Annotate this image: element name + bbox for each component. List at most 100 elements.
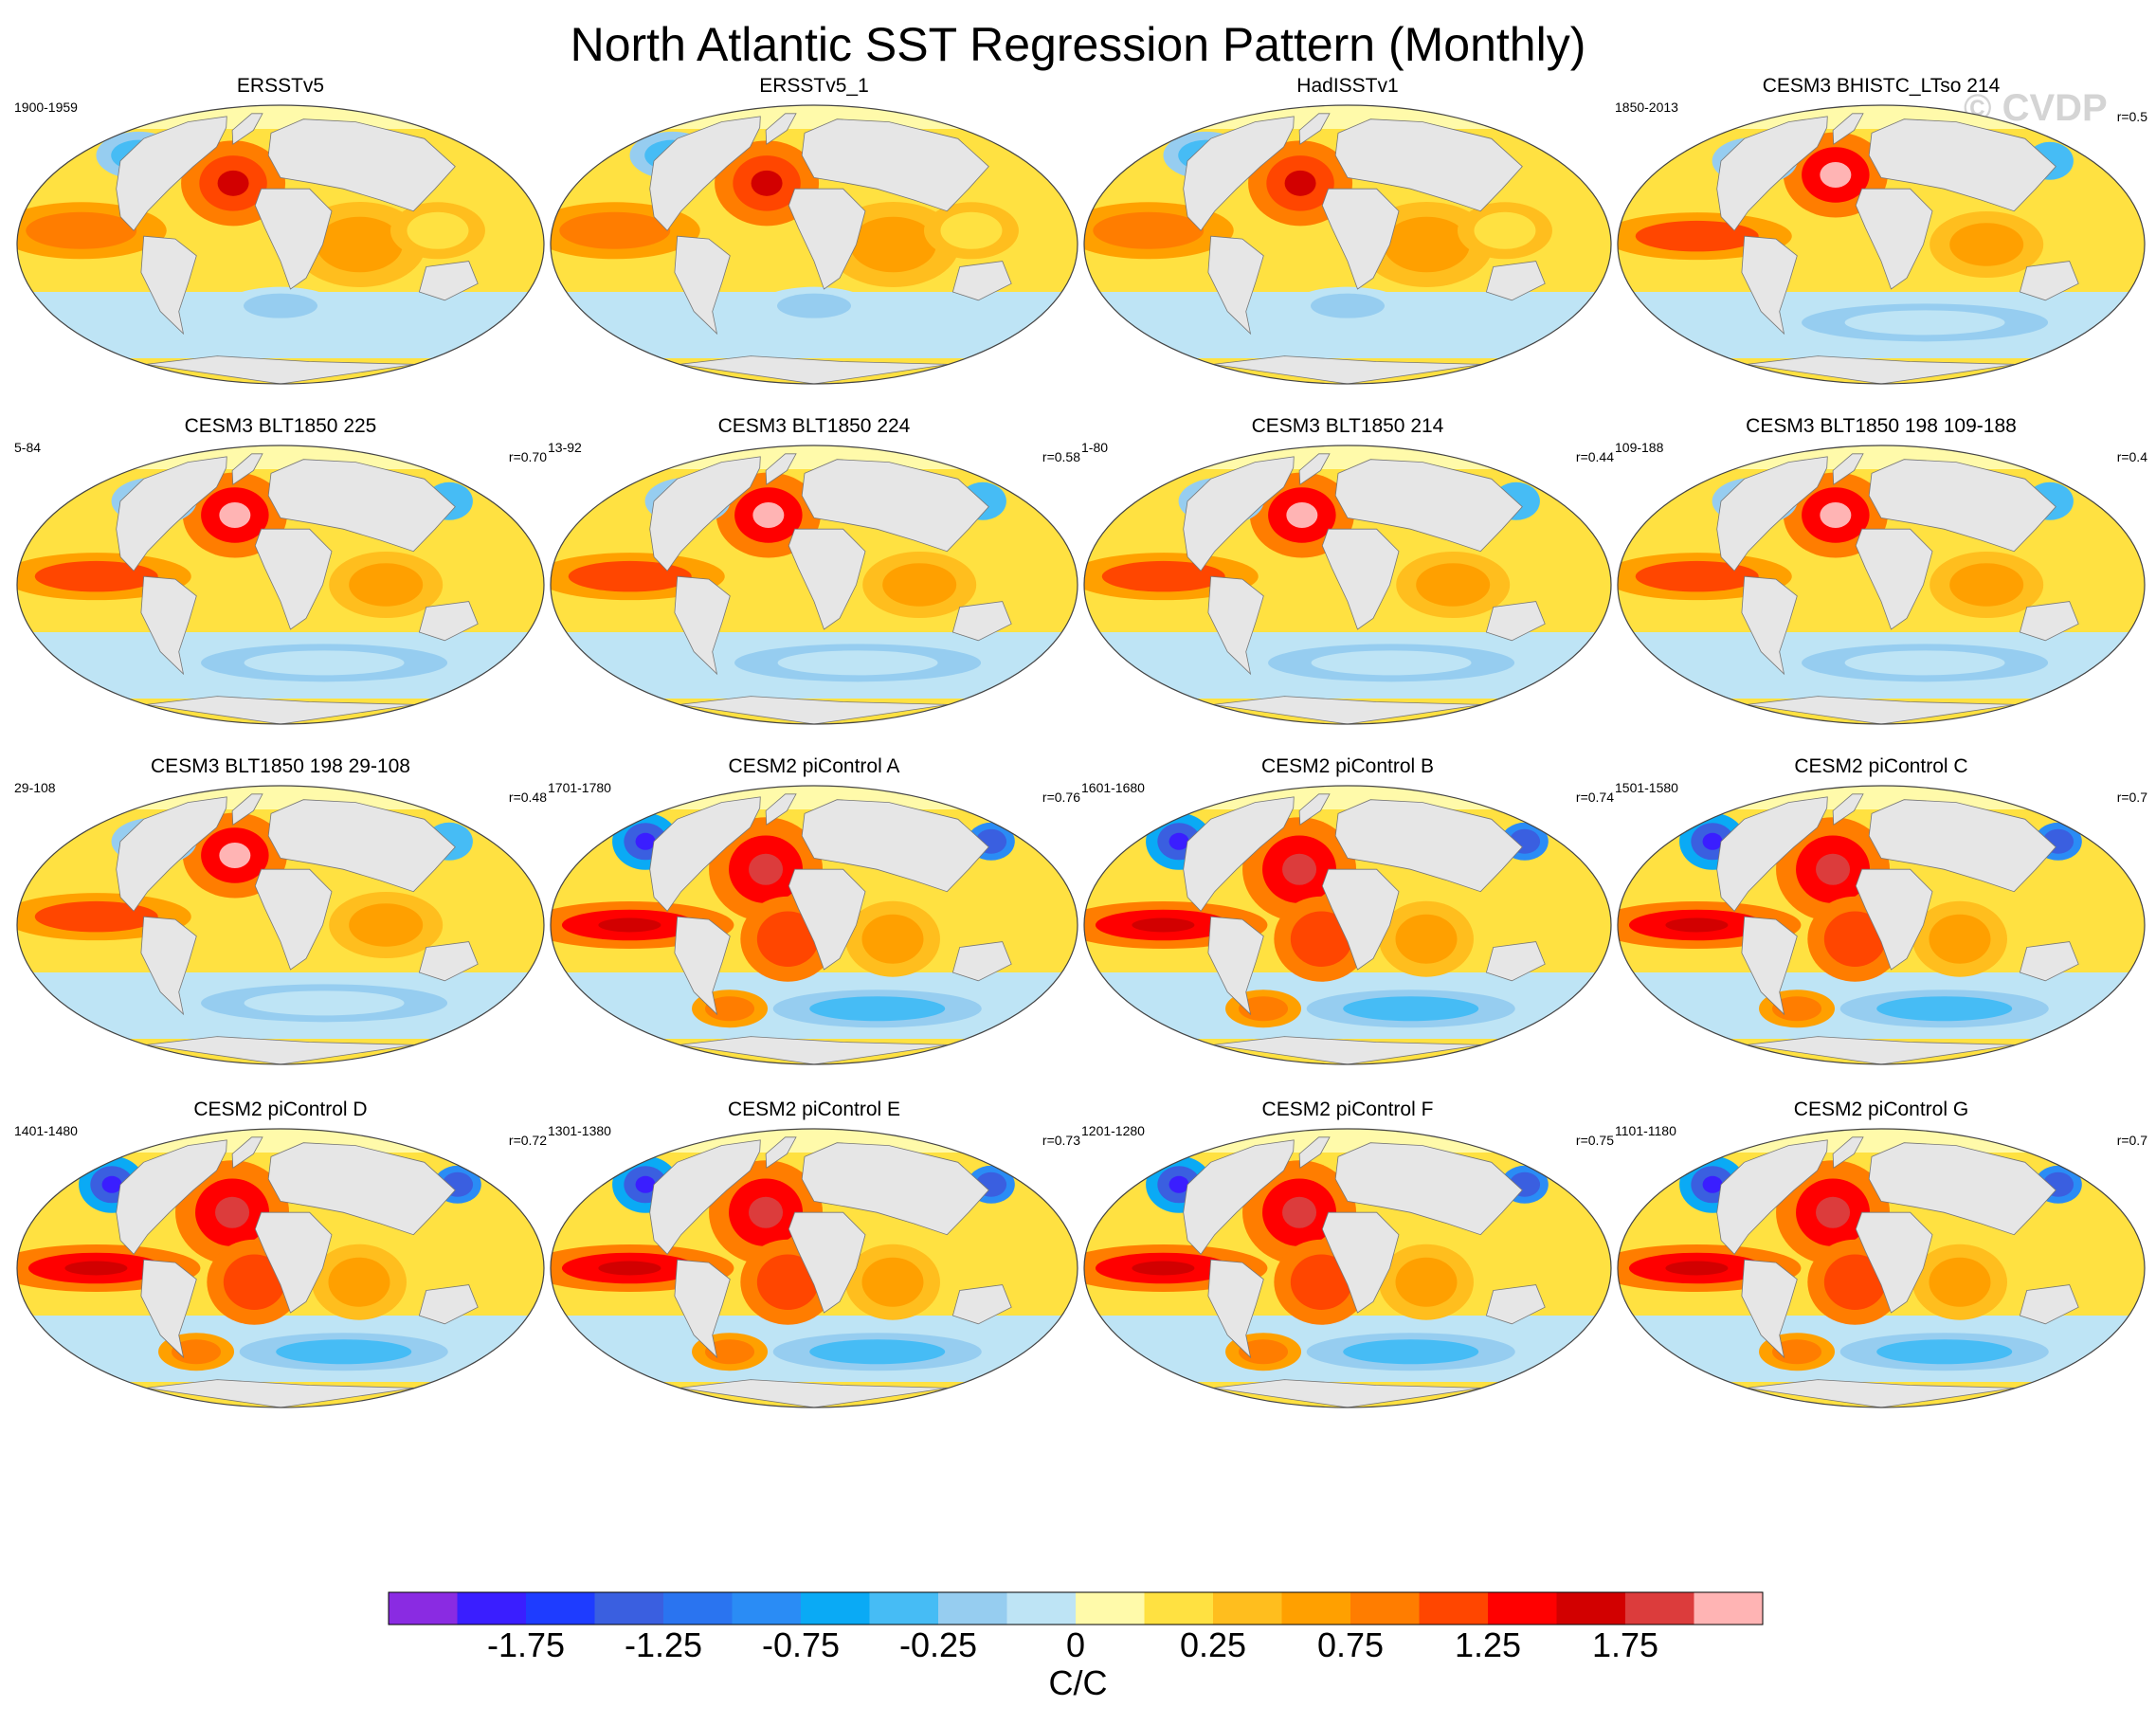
land-mass: [116, 1139, 227, 1255]
panel-title: CESM3 BHISTC_LTso 214: [1762, 75, 2001, 97]
land-mass: [1321, 528, 1400, 630]
land-mass: [679, 1036, 949, 1064]
anomaly-contour: [705, 996, 755, 1022]
colorbar-segment: [732, 1592, 801, 1625]
anomaly-contour: [1844, 650, 2005, 676]
anomaly-contour: [705, 1339, 755, 1365]
land-mass: [2019, 941, 2079, 982]
map-outline: [1617, 1128, 2146, 1408]
anomaly-contour: [217, 170, 249, 196]
land-mass: [1321, 868, 1400, 971]
land-mass: [267, 118, 456, 212]
panel-correlation: r=0.74: [1575, 790, 1614, 805]
colorbar-segment: [938, 1592, 1007, 1625]
anomaly-contour: [1132, 1261, 1195, 1276]
map-svg: [16, 104, 545, 385]
panel-period: 109-188: [1615, 440, 1664, 455]
land-mass: [116, 456, 227, 572]
land-mass: [1334, 799, 1523, 893]
land-mass: [231, 1136, 263, 1169]
anomaly-contour: [172, 1339, 222, 1365]
map-outline: [16, 1128, 545, 1408]
anomaly-contour: [1949, 223, 2024, 266]
map-svg: [16, 1128, 545, 1408]
map-outline: [550, 1128, 1078, 1408]
land-mass: [674, 1259, 731, 1359]
land-mass: [951, 601, 1012, 642]
arctic-band: [1084, 786, 1611, 809]
land-mass: [1741, 235, 1798, 336]
panel-period: 5-84: [14, 440, 42, 455]
map-outline: [16, 785, 545, 1065]
panel-title: CESM2 piControl C: [1794, 755, 1968, 777]
land-mass: [1855, 1211, 1933, 1314]
colorbar-tick-label: -1.75: [486, 1625, 566, 1664]
panel-correlation: r=0.75: [1575, 1133, 1614, 1148]
panel-correlation: r=0.7: [2116, 790, 2147, 805]
anomaly-contour: [1702, 832, 1723, 850]
anomaly-contour: [1169, 832, 1189, 850]
arctic-band: [17, 786, 544, 809]
land-mass: [1298, 793, 1331, 826]
land-mass: [1832, 1136, 1864, 1169]
map-svg: [16, 785, 545, 1065]
anomaly-contour: [1820, 502, 1852, 528]
anomaly-contour: [1665, 917, 1729, 933]
panel-correlation: r=0.72: [508, 1133, 547, 1148]
anomaly-contour: [1395, 914, 1458, 964]
land-mass: [140, 235, 197, 336]
anomaly-contour: [1635, 220, 1759, 252]
map-outline: [16, 445, 545, 725]
anomaly-contour: [751, 170, 783, 196]
anomaly-contour: [244, 990, 405, 1016]
land-mass: [146, 696, 415, 724]
land-mass: [788, 1211, 866, 1314]
anomaly-contour: [1286, 502, 1318, 528]
land-mass: [140, 916, 197, 1016]
anomaly-contour: [349, 563, 424, 607]
anomaly-contour: [635, 832, 656, 850]
colorbar-segment: [663, 1592, 733, 1625]
land-mass: [765, 113, 797, 145]
arctic-band: [1618, 445, 2145, 469]
map-outline: [1083, 1128, 1612, 1408]
anomaly-contour: [244, 650, 405, 676]
land-mass: [1855, 188, 1933, 290]
arctic-band: [551, 1129, 1078, 1153]
land-mass: [231, 113, 263, 145]
anomaly-contour: [1823, 1254, 1886, 1310]
land-mass: [801, 459, 989, 553]
colorbar-segment: [389, 1592, 458, 1625]
land-mass: [2019, 261, 2079, 301]
arctic-band: [1084, 105, 1611, 129]
panel-title: CESM2 piControl D: [193, 1099, 368, 1120]
panel-period: 13-92: [548, 440, 582, 455]
map-svg: [1617, 104, 2146, 385]
land-mass: [267, 459, 456, 553]
map-panel: CESM3 BLT1850 225 5-84 r=0.70: [14, 415, 547, 817]
land-mass: [788, 868, 866, 971]
land-mass: [1485, 261, 1546, 301]
land-mass: [140, 575, 197, 676]
land-mass: [649, 796, 761, 912]
map-panel: CESM3 BLT1850 198 109-188 109-188 r=0.4: [1615, 415, 2147, 817]
panel-period: 1201-1280: [1081, 1123, 1145, 1138]
map-outline: [1083, 445, 1612, 725]
panel-title: CESM2 piControl E: [727, 1099, 901, 1120]
map-svg: [1083, 1128, 1612, 1408]
land-mass: [1207, 916, 1264, 1016]
land-mass: [1183, 796, 1295, 912]
anomaly-contour: [1635, 560, 1759, 592]
anomaly-contour: [244, 293, 317, 318]
anomaly-contour: [882, 563, 957, 607]
land-mass: [801, 1142, 989, 1236]
anomaly-contour: [1876, 1339, 2013, 1365]
colorbar-segment: [801, 1592, 870, 1625]
land-mass: [951, 941, 1012, 982]
map-panel: CESM2 piControl C 1501-1580 r=0.7: [1615, 755, 2147, 1157]
map-svg: [550, 445, 1078, 725]
map-svg: [550, 104, 1078, 385]
panel-correlation: r=0.58: [1042, 449, 1080, 464]
land-mass: [2019, 601, 2079, 642]
land-mass: [231, 453, 263, 485]
